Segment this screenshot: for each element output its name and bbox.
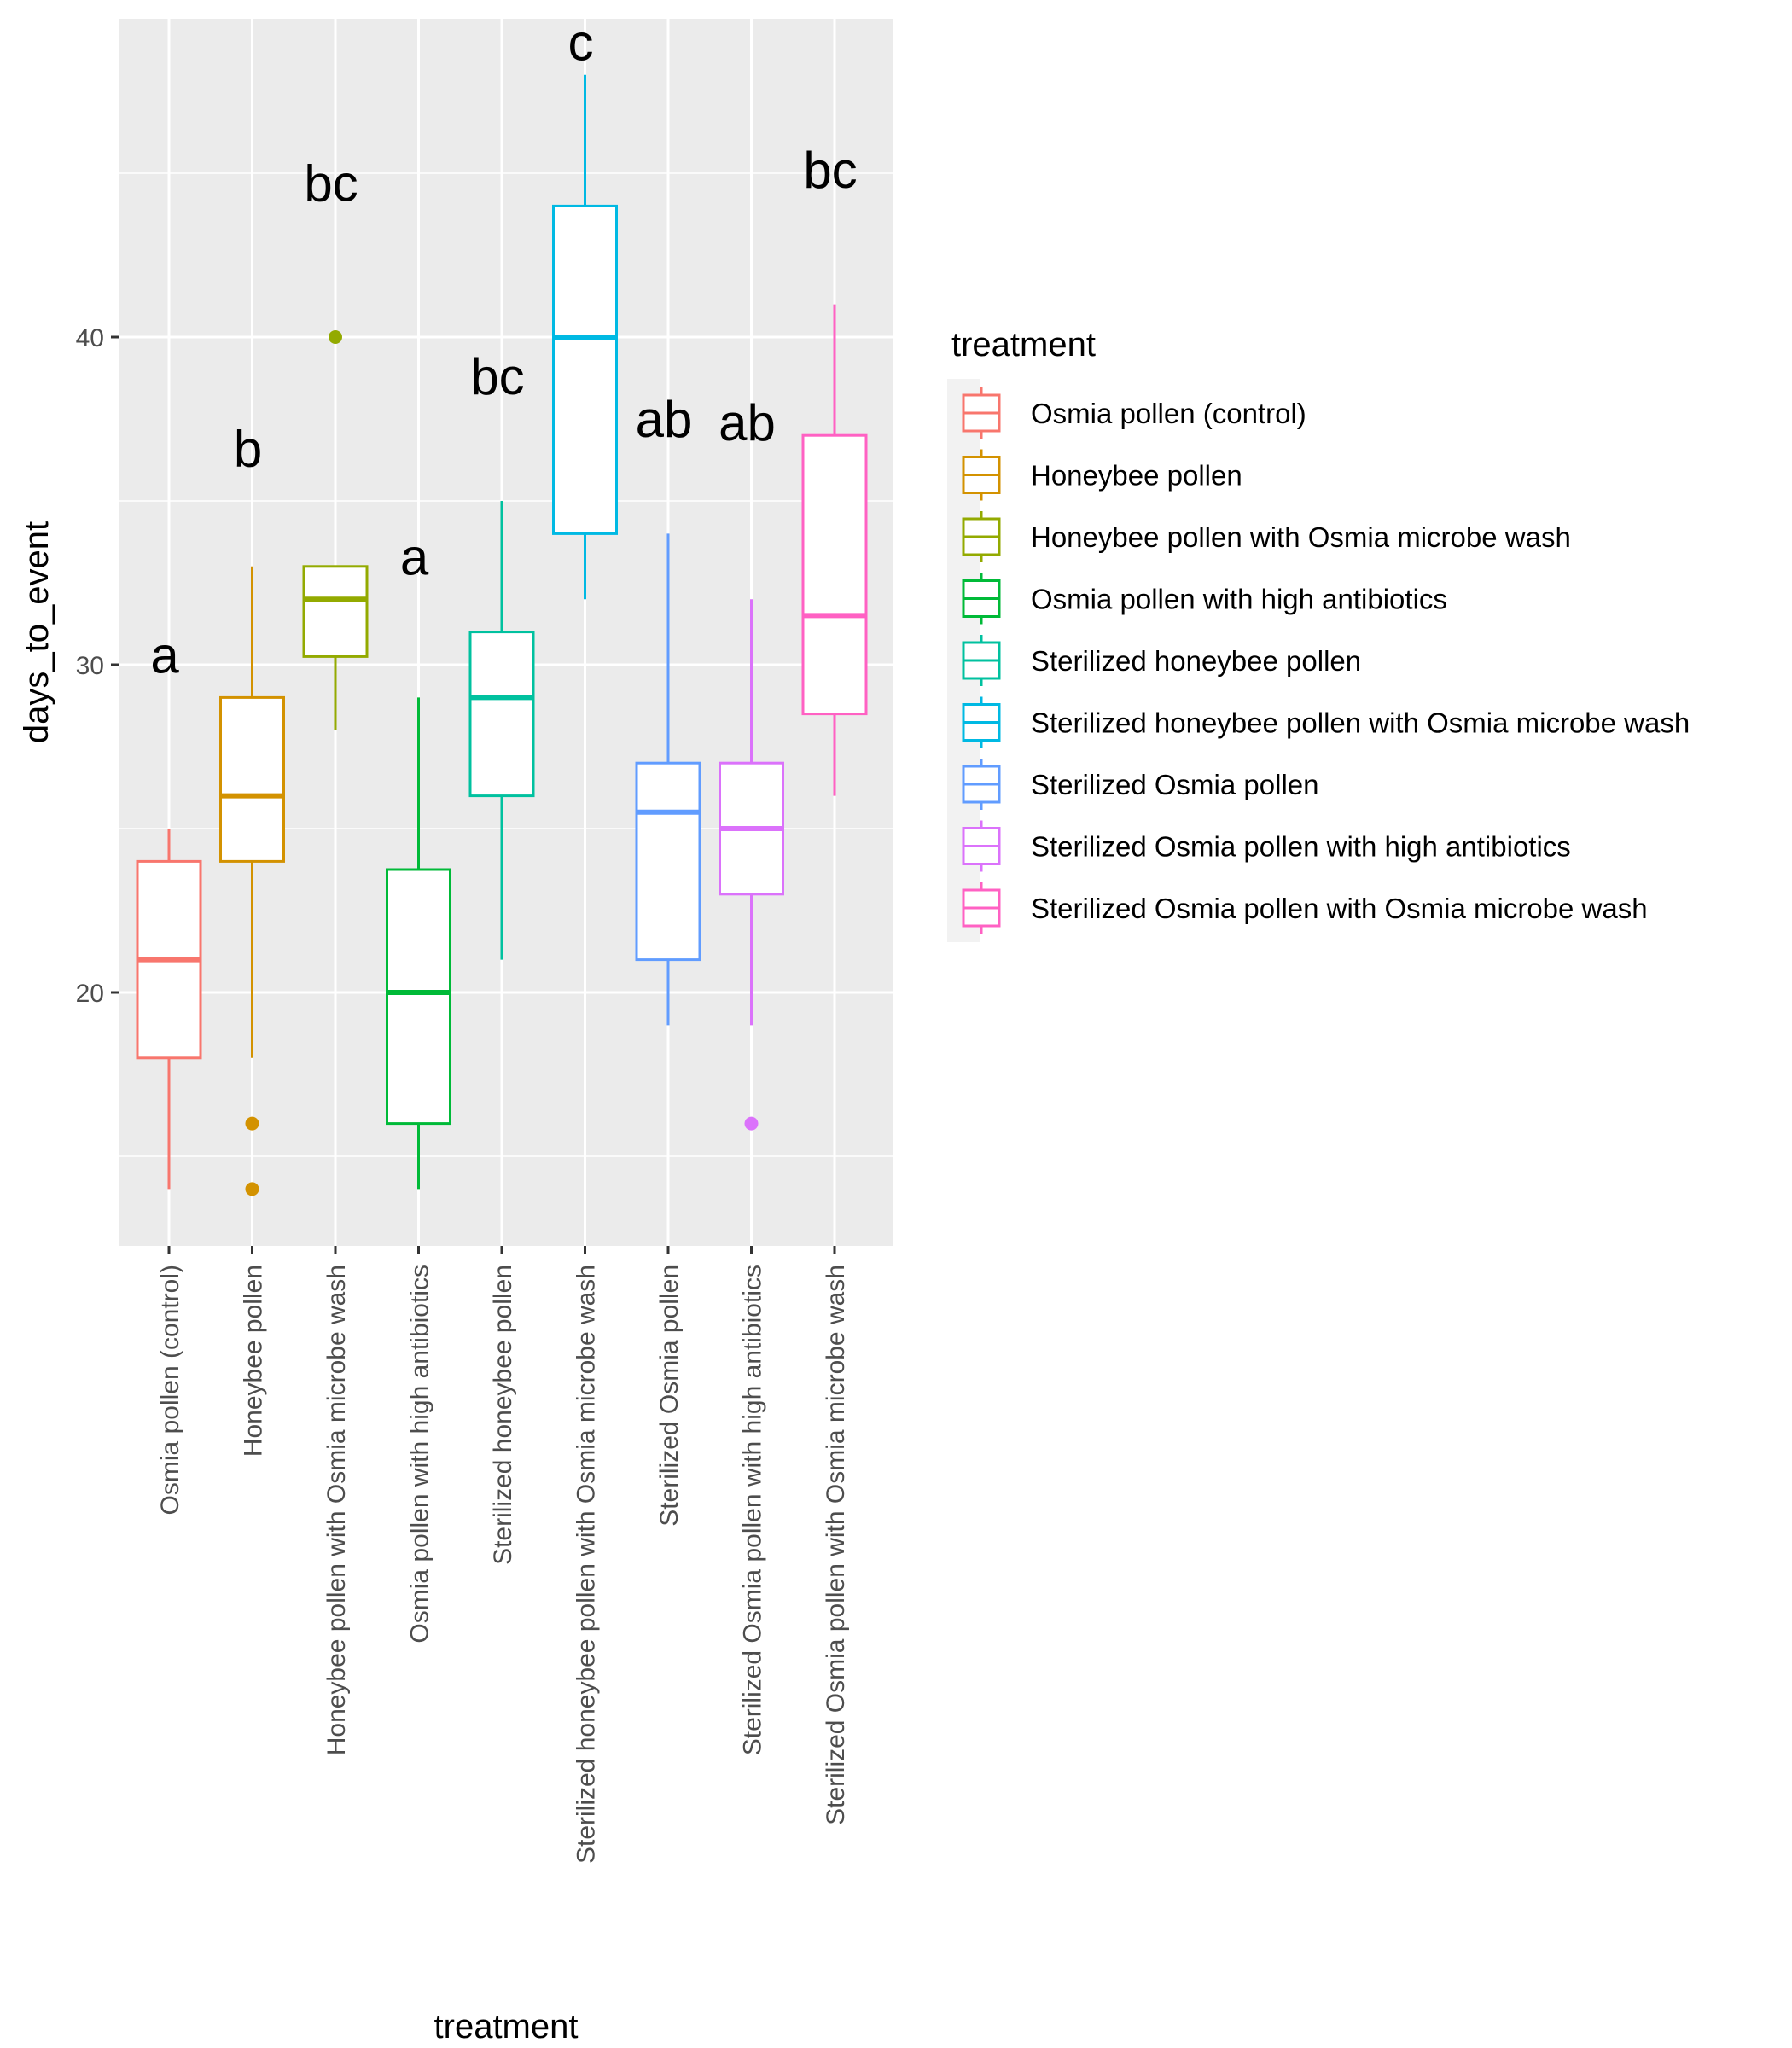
legend-item: Sterilized Osmia pollen with Osmia micro… xyxy=(962,882,1648,934)
legend-key xyxy=(962,573,1001,625)
x-tick-label: Sterilized Osmia pollen xyxy=(655,1265,684,1527)
legend-label: Osmia pollen with high antibiotics xyxy=(1031,584,1447,615)
legend-label: Sterilized honeybee pollen xyxy=(1031,645,1361,677)
y-tick-label: 20 xyxy=(76,980,104,1008)
x-tick-label: Osmia pollen (control) xyxy=(156,1265,184,1515)
y-tick-label: 40 xyxy=(76,324,104,352)
legend-key xyxy=(962,387,1001,439)
significance-letter: c xyxy=(568,14,594,71)
legend-key xyxy=(962,820,1001,872)
significance-letter: bc xyxy=(470,348,524,405)
box-group xyxy=(468,501,535,960)
legend-label: Sterilized Osmia pollen with high antibi… xyxy=(1031,831,1571,863)
box-group xyxy=(386,697,451,1190)
legend-item: Osmia pollen (control) xyxy=(962,387,1306,439)
significance-letter: bc xyxy=(304,155,358,212)
legend-item: Osmia pollen with high antibiotics xyxy=(962,573,1447,625)
y-axis-title: days_to_event xyxy=(18,521,55,743)
x-tick-label: Sterilized Osmia pollen with Osmia micro… xyxy=(822,1265,850,1825)
legend-label: Osmia pollen (control) xyxy=(1031,398,1306,429)
outlier-point xyxy=(744,1116,759,1131)
x-axis-title: treatment xyxy=(434,2008,579,2045)
box-group xyxy=(302,330,369,730)
boxes-layer xyxy=(136,74,868,1196)
legend: treatment Osmia pollen (control) Honeybee… xyxy=(947,326,1690,942)
legend-key xyxy=(962,449,1001,501)
legend-item: Honeybee pollen with Osmia microbe wash xyxy=(962,511,1571,562)
legend-label: Sterilized Osmia pollen with Osmia micro… xyxy=(1031,893,1648,924)
box xyxy=(386,868,451,1126)
legend-label: Honeybee pollen with Osmia microbe wash xyxy=(1031,521,1571,553)
box xyxy=(801,433,868,716)
box xyxy=(302,565,369,658)
x-tick-label: Sterilized honeybee pollen xyxy=(489,1265,517,1565)
outlier-point xyxy=(329,330,342,344)
legend-item: Sterilized honeybee pollen xyxy=(962,635,1361,686)
box-group xyxy=(136,829,202,1190)
box-group xyxy=(635,533,701,1026)
outlier-point xyxy=(245,1182,259,1196)
box-group xyxy=(219,566,285,1196)
box-group xyxy=(719,599,784,1131)
box xyxy=(468,631,535,798)
legend-title: treatment xyxy=(951,326,1096,364)
significance-letter: ab xyxy=(719,394,776,451)
legend-item: Honeybee pollen xyxy=(962,449,1242,501)
y-axis: 20 30 40 xyxy=(76,324,119,1008)
box xyxy=(219,695,285,863)
legend-items: Osmia pollen (control) Honeybee pollen Hon… xyxy=(962,387,1690,934)
x-tick-label: Sterilized honeybee pollen with Osmia mi… xyxy=(573,1265,601,1864)
box-group xyxy=(552,74,618,600)
box-group xyxy=(801,304,868,796)
box xyxy=(552,204,618,535)
legend-item: Sterilized Osmia pollen with high antibi… xyxy=(962,820,1571,872)
x-tick-label: Honeybee pollen with Osmia microbe wash xyxy=(323,1265,351,1755)
x-tick-label: Honeybee pollen xyxy=(240,1265,268,1457)
legend-label: Honeybee pollen xyxy=(1031,460,1242,492)
legend-label: Sterilized honeybee pollen with Osmia mi… xyxy=(1031,707,1690,739)
significance-letter: bc xyxy=(803,142,857,199)
significance-letter: b xyxy=(234,421,262,478)
x-tick-label: Sterilized Osmia pollen with high antibi… xyxy=(739,1265,767,1755)
legend-key xyxy=(962,696,1001,748)
legend-item: Sterilized honeybee pollen with Osmia mi… xyxy=(962,696,1690,748)
significance-letter: ab xyxy=(636,391,693,448)
legend-key xyxy=(962,635,1001,686)
legend-item: Sterilized Osmia pollen xyxy=(962,759,1318,810)
outlier-point xyxy=(245,1116,259,1131)
significance-letter: a xyxy=(150,626,179,684)
x-tick-label: Osmia pollen with high antibiotics xyxy=(406,1265,434,1644)
significance-letter: a xyxy=(400,528,429,585)
legend-key xyxy=(962,882,1001,934)
box xyxy=(635,761,701,962)
legend-key xyxy=(962,511,1001,562)
y-tick-label: 30 xyxy=(76,652,104,680)
legend-key xyxy=(962,759,1001,810)
x-axis: Osmia pollen (control) Honeybee pollen Hon… xyxy=(156,1246,850,1864)
legend-label: Sterilized Osmia pollen xyxy=(1031,769,1318,800)
